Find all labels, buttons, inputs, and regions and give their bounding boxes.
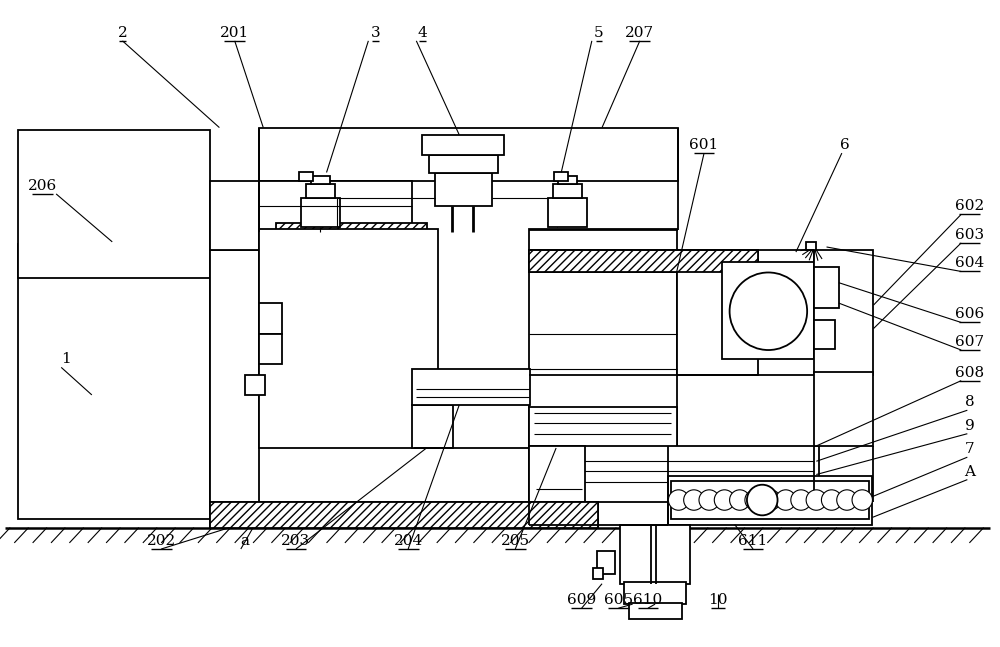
- Text: 1: 1: [61, 353, 71, 366]
- Text: 3: 3: [371, 26, 380, 40]
- Text: 610: 610: [633, 593, 663, 607]
- Bar: [529, 446, 585, 502]
- Circle shape: [714, 490, 735, 510]
- Text: 611: 611: [738, 534, 768, 548]
- Bar: [806, 242, 816, 250]
- Bar: [554, 173, 568, 181]
- Text: 201: 201: [220, 26, 249, 40]
- Bar: [18, 129, 210, 278]
- Text: 202: 202: [147, 534, 176, 548]
- Bar: [668, 476, 872, 525]
- Bar: [671, 481, 869, 520]
- Bar: [435, 173, 492, 206]
- Circle shape: [806, 490, 827, 510]
- Bar: [259, 228, 438, 448]
- Text: 602: 602: [955, 199, 984, 214]
- Bar: [677, 250, 758, 375]
- Bar: [422, 135, 504, 155]
- Bar: [299, 173, 313, 181]
- Bar: [412, 369, 530, 405]
- Bar: [593, 569, 603, 578]
- Text: 606: 606: [955, 307, 984, 322]
- Circle shape: [760, 490, 781, 510]
- Text: 205: 205: [501, 534, 530, 548]
- Circle shape: [699, 490, 719, 510]
- Bar: [529, 250, 677, 272]
- Text: 4: 4: [418, 26, 427, 40]
- Text: 604: 604: [955, 256, 984, 270]
- Circle shape: [837, 490, 857, 510]
- Bar: [259, 303, 282, 334]
- Bar: [814, 320, 835, 349]
- Bar: [210, 181, 259, 250]
- Text: 10: 10: [709, 593, 728, 607]
- Text: a: a: [240, 534, 249, 548]
- Bar: [259, 181, 412, 232]
- Bar: [629, 603, 682, 619]
- Text: 6: 6: [840, 138, 850, 152]
- Bar: [210, 502, 598, 527]
- Text: 7: 7: [965, 442, 974, 456]
- Bar: [558, 175, 577, 184]
- Bar: [412, 405, 453, 448]
- Text: 603: 603: [955, 228, 984, 242]
- Text: 609: 609: [567, 593, 596, 607]
- Circle shape: [730, 490, 750, 510]
- Bar: [245, 375, 265, 395]
- Text: 207: 207: [625, 26, 654, 40]
- Text: 5: 5: [594, 26, 604, 40]
- Bar: [529, 407, 677, 448]
- Circle shape: [776, 490, 796, 510]
- Bar: [529, 446, 819, 502]
- Text: 608: 608: [955, 366, 984, 380]
- Bar: [814, 267, 839, 308]
- Bar: [624, 582, 686, 604]
- Text: 2: 2: [118, 26, 127, 40]
- Bar: [548, 198, 587, 226]
- Text: 9: 9: [965, 419, 974, 433]
- Bar: [722, 262, 814, 359]
- Circle shape: [791, 490, 811, 510]
- Text: 203: 203: [281, 534, 310, 548]
- Bar: [306, 184, 335, 198]
- Text: 204: 204: [394, 534, 423, 548]
- Bar: [210, 502, 598, 527]
- Bar: [620, 525, 690, 584]
- Bar: [814, 250, 873, 375]
- Bar: [259, 334, 282, 364]
- Circle shape: [745, 490, 765, 510]
- Circle shape: [747, 485, 778, 516]
- Text: 607: 607: [955, 335, 984, 349]
- Text: 206: 206: [28, 179, 57, 193]
- Bar: [597, 551, 615, 573]
- Text: A: A: [964, 465, 975, 479]
- Bar: [301, 198, 340, 226]
- Bar: [18, 244, 210, 520]
- Text: 601: 601: [689, 138, 719, 152]
- Circle shape: [730, 272, 807, 350]
- Bar: [276, 223, 427, 426]
- Bar: [529, 250, 758, 272]
- Bar: [814, 373, 873, 446]
- Bar: [311, 175, 330, 184]
- Circle shape: [852, 490, 872, 510]
- Text: 8: 8: [965, 395, 974, 409]
- Bar: [553, 184, 582, 198]
- Bar: [259, 127, 678, 181]
- Text: 605: 605: [604, 593, 633, 607]
- Circle shape: [668, 490, 689, 510]
- Bar: [429, 155, 498, 173]
- Circle shape: [684, 490, 704, 510]
- Bar: [210, 250, 259, 520]
- Bar: [529, 228, 677, 448]
- Circle shape: [821, 490, 842, 510]
